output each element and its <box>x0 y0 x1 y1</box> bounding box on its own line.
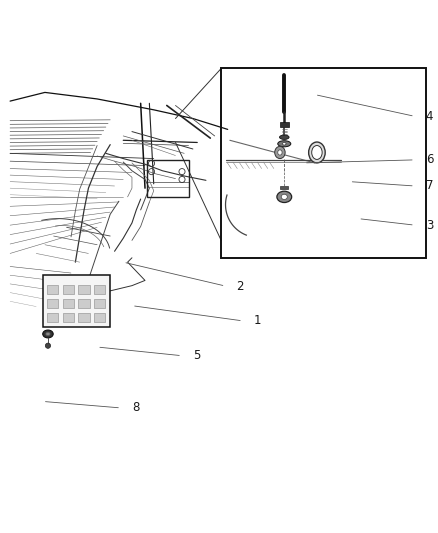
Bar <box>221 68 426 258</box>
Bar <box>43 275 110 327</box>
Text: 3: 3 <box>426 219 433 232</box>
Ellipse shape <box>278 150 282 155</box>
Bar <box>280 186 288 189</box>
Bar <box>63 313 74 322</box>
Bar <box>78 313 90 322</box>
Ellipse shape <box>281 194 287 199</box>
Bar <box>94 285 106 294</box>
Ellipse shape <box>312 146 322 159</box>
Bar <box>63 298 74 308</box>
Ellipse shape <box>278 141 291 147</box>
Ellipse shape <box>46 332 50 336</box>
Text: 2: 2 <box>237 280 244 293</box>
Ellipse shape <box>279 135 289 140</box>
Bar <box>63 285 74 294</box>
Ellipse shape <box>275 147 285 158</box>
Bar <box>47 313 58 322</box>
Bar <box>78 285 90 294</box>
Text: 1: 1 <box>254 314 261 327</box>
Text: 8: 8 <box>132 401 139 415</box>
Ellipse shape <box>283 142 286 145</box>
Bar <box>94 313 106 322</box>
Bar <box>147 160 188 197</box>
Ellipse shape <box>277 191 292 203</box>
Text: 6: 6 <box>426 154 433 166</box>
Circle shape <box>46 343 50 349</box>
Bar <box>94 298 106 308</box>
Bar <box>280 122 289 127</box>
Text: 4: 4 <box>426 110 433 123</box>
Text: 7: 7 <box>426 180 433 192</box>
Bar <box>78 298 90 308</box>
Ellipse shape <box>43 330 53 338</box>
Ellipse shape <box>309 142 325 163</box>
Bar <box>47 285 58 294</box>
Text: 5: 5 <box>193 349 200 362</box>
Bar <box>47 298 58 308</box>
